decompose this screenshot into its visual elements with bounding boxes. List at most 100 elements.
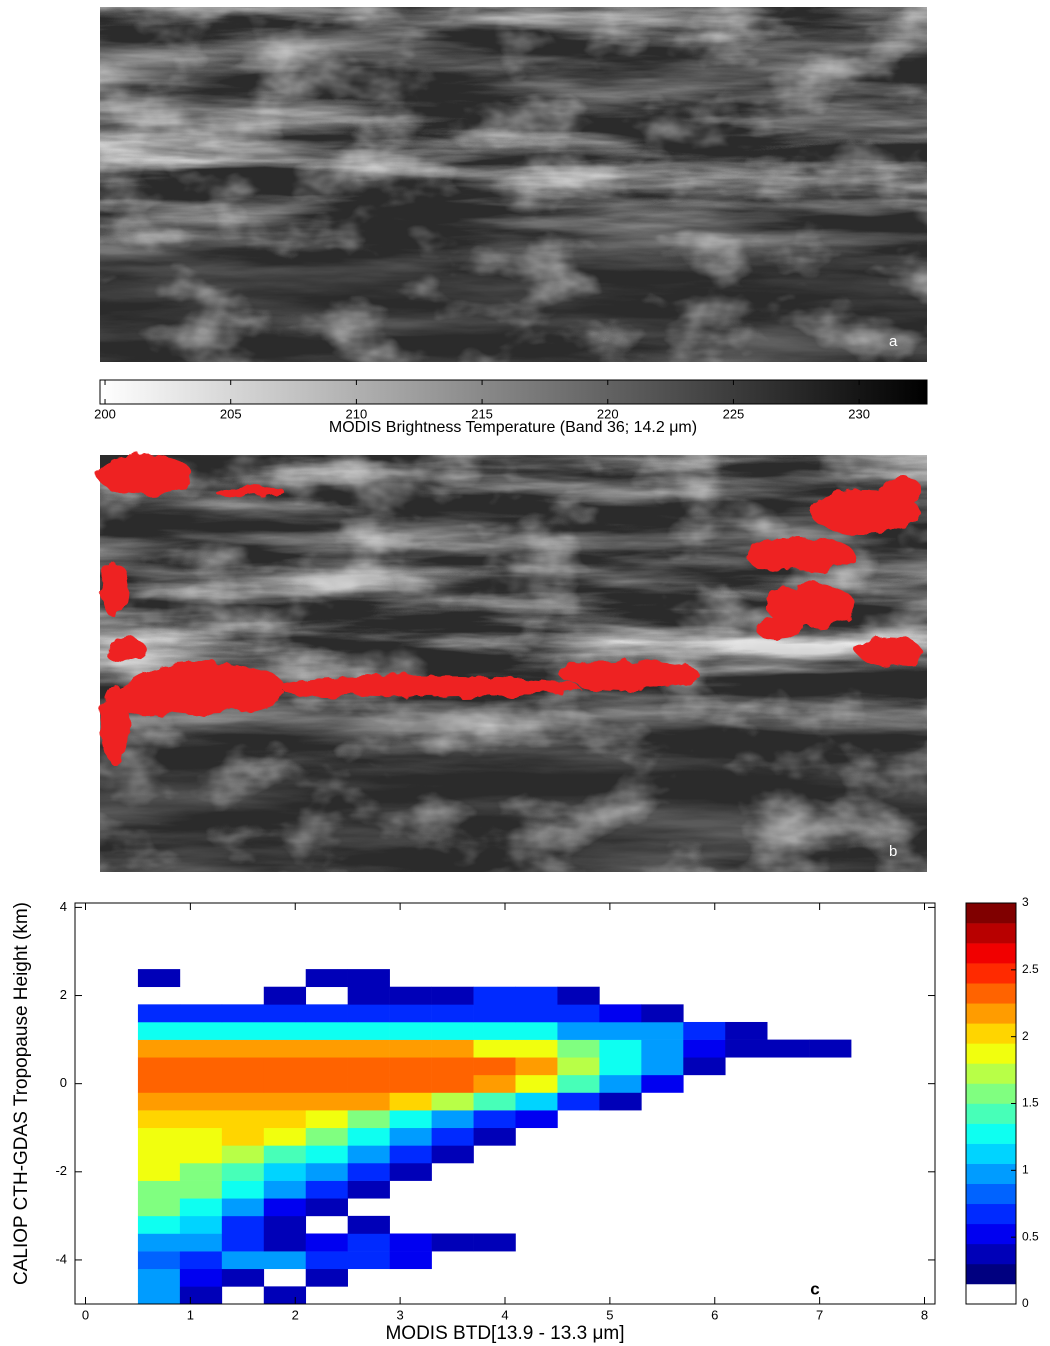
colorbar-band [966,1123,1016,1144]
x-tick-label: 0 [82,1307,89,1322]
heatmap-cell [347,1251,390,1270]
colorbar-band [966,1043,1016,1064]
heatmap-cell [641,1021,684,1040]
heatmap-cell [179,1057,223,1076]
heatmap-cell [347,1110,390,1129]
heatmap-cell [179,1145,223,1164]
heatmap-cell [473,1057,516,1076]
y-tick-label: 2 [60,987,67,1002]
heatmap-cell [389,1233,432,1252]
cold-cloud-region [103,638,147,662]
colorbar-band [966,1243,1016,1265]
heatmap-cell [263,1074,307,1093]
colorbar-band [966,1003,1016,1024]
heatmap-cell [263,1110,307,1129]
y-tick-label: -2 [55,1163,67,1178]
heatmap-cell [431,1145,474,1164]
heatmap-cells [137,969,852,1305]
heatmap-cell [515,1110,558,1129]
heatmap-cell [557,1021,600,1040]
heatmap-cell [263,986,307,1005]
heatmap-cell [179,1127,223,1146]
heatmap-cell [305,1074,348,1093]
y-tick-label: -4 [55,1251,67,1266]
colorbar-tick-label: 230 [848,406,870,421]
heatmap-cell [473,1039,516,1058]
colorbar-band [966,1223,1016,1245]
heatmap-cell [137,1268,181,1287]
heatmap-cell [389,1039,432,1058]
heatmap-cell [473,986,516,1005]
heatmap-cell [137,1233,181,1252]
x-tick-label: 3 [397,1307,404,1322]
heatmap-cell [137,1145,181,1164]
colorbar-band [966,983,1016,1004]
heatmap-cell [137,969,181,988]
heatmap-cell [389,1145,432,1164]
heatmap-cell [389,1004,432,1023]
heatmap-cell [431,1092,474,1111]
heatmap-cell [347,1145,390,1164]
colorbar-band [966,943,1016,964]
colorbar-band [966,903,1016,924]
colorbar-band [966,1023,1016,1044]
heatmap-cell [683,1057,726,1076]
x-tick-label: 2 [292,1307,299,1322]
heatmap-cell [305,1092,348,1111]
heatmap-cell [263,1145,307,1164]
heatmap-cell [137,1092,181,1111]
cold-cloud-region [120,682,180,718]
cold-cloud-region [101,685,129,765]
x-axis-label: MODIS BTD[13.9 - 13.3 μm] [385,1323,624,1344]
heatmap-cell [767,1039,810,1058]
colorbar-tick-label: 225 [723,406,745,421]
heatmap-cell [263,1233,307,1252]
heatmap-cell [137,1251,181,1270]
heatmap-cell [137,1021,181,1040]
heatmap-cell [431,1004,474,1023]
cold-cloud-region [460,680,580,696]
heatmap-cell [557,1074,600,1093]
heatmap-cell [137,1215,181,1234]
heatmap-cell [347,986,390,1005]
heatmap-cell [599,1074,642,1093]
heatmap-cell [683,1021,726,1040]
heatmap-cell [221,1004,265,1023]
heatmap-cell [137,1057,181,1076]
colorbar-tick-label: 0 [1022,1296,1029,1310]
cold-cloud-region [97,455,193,495]
heatmap-cell [515,1021,558,1040]
colorbar [99,379,928,405]
x-tick-label: 1 [187,1307,194,1322]
heatmap-cell [305,1162,348,1181]
colorbar-band [966,1143,1016,1164]
heatmap-cell [179,1215,223,1234]
heatmap-cell [431,1021,474,1040]
heatmap-cell [221,1057,265,1076]
heatmap-cell [347,1004,390,1023]
heatmap-cell [305,1251,348,1270]
heatmap-cell [347,1074,390,1093]
colorbar-band [966,1103,1016,1124]
heatmap-cell [557,1039,600,1058]
heatmap-cell [641,1057,684,1076]
heatmap-cell [473,1074,516,1093]
heatmap-cell [473,1021,516,1040]
heatmap-cell [179,1004,223,1023]
heatmap-cell [515,1004,558,1023]
heatmap-cell [347,1092,390,1111]
heatmap-cell [431,1110,474,1129]
heatmap-cell [599,1021,642,1040]
heatmap-cell [347,1021,390,1040]
colorbar-band [966,1063,1016,1084]
heatmap-cell [221,1180,265,1199]
heatmap-cell [137,1286,181,1305]
heatmap-cell [305,1127,348,1146]
heatmap-cell [431,1233,474,1252]
heatmap-cell [221,1162,265,1181]
heatmap-cell [305,1198,348,1217]
heatmap-cell [179,1251,223,1270]
heatmap-cell [179,1021,223,1040]
heatmap-cell [347,1057,390,1076]
y-axis-label: CALIOP CTH-GDAS Tropopause Height (km) [11,902,32,1285]
